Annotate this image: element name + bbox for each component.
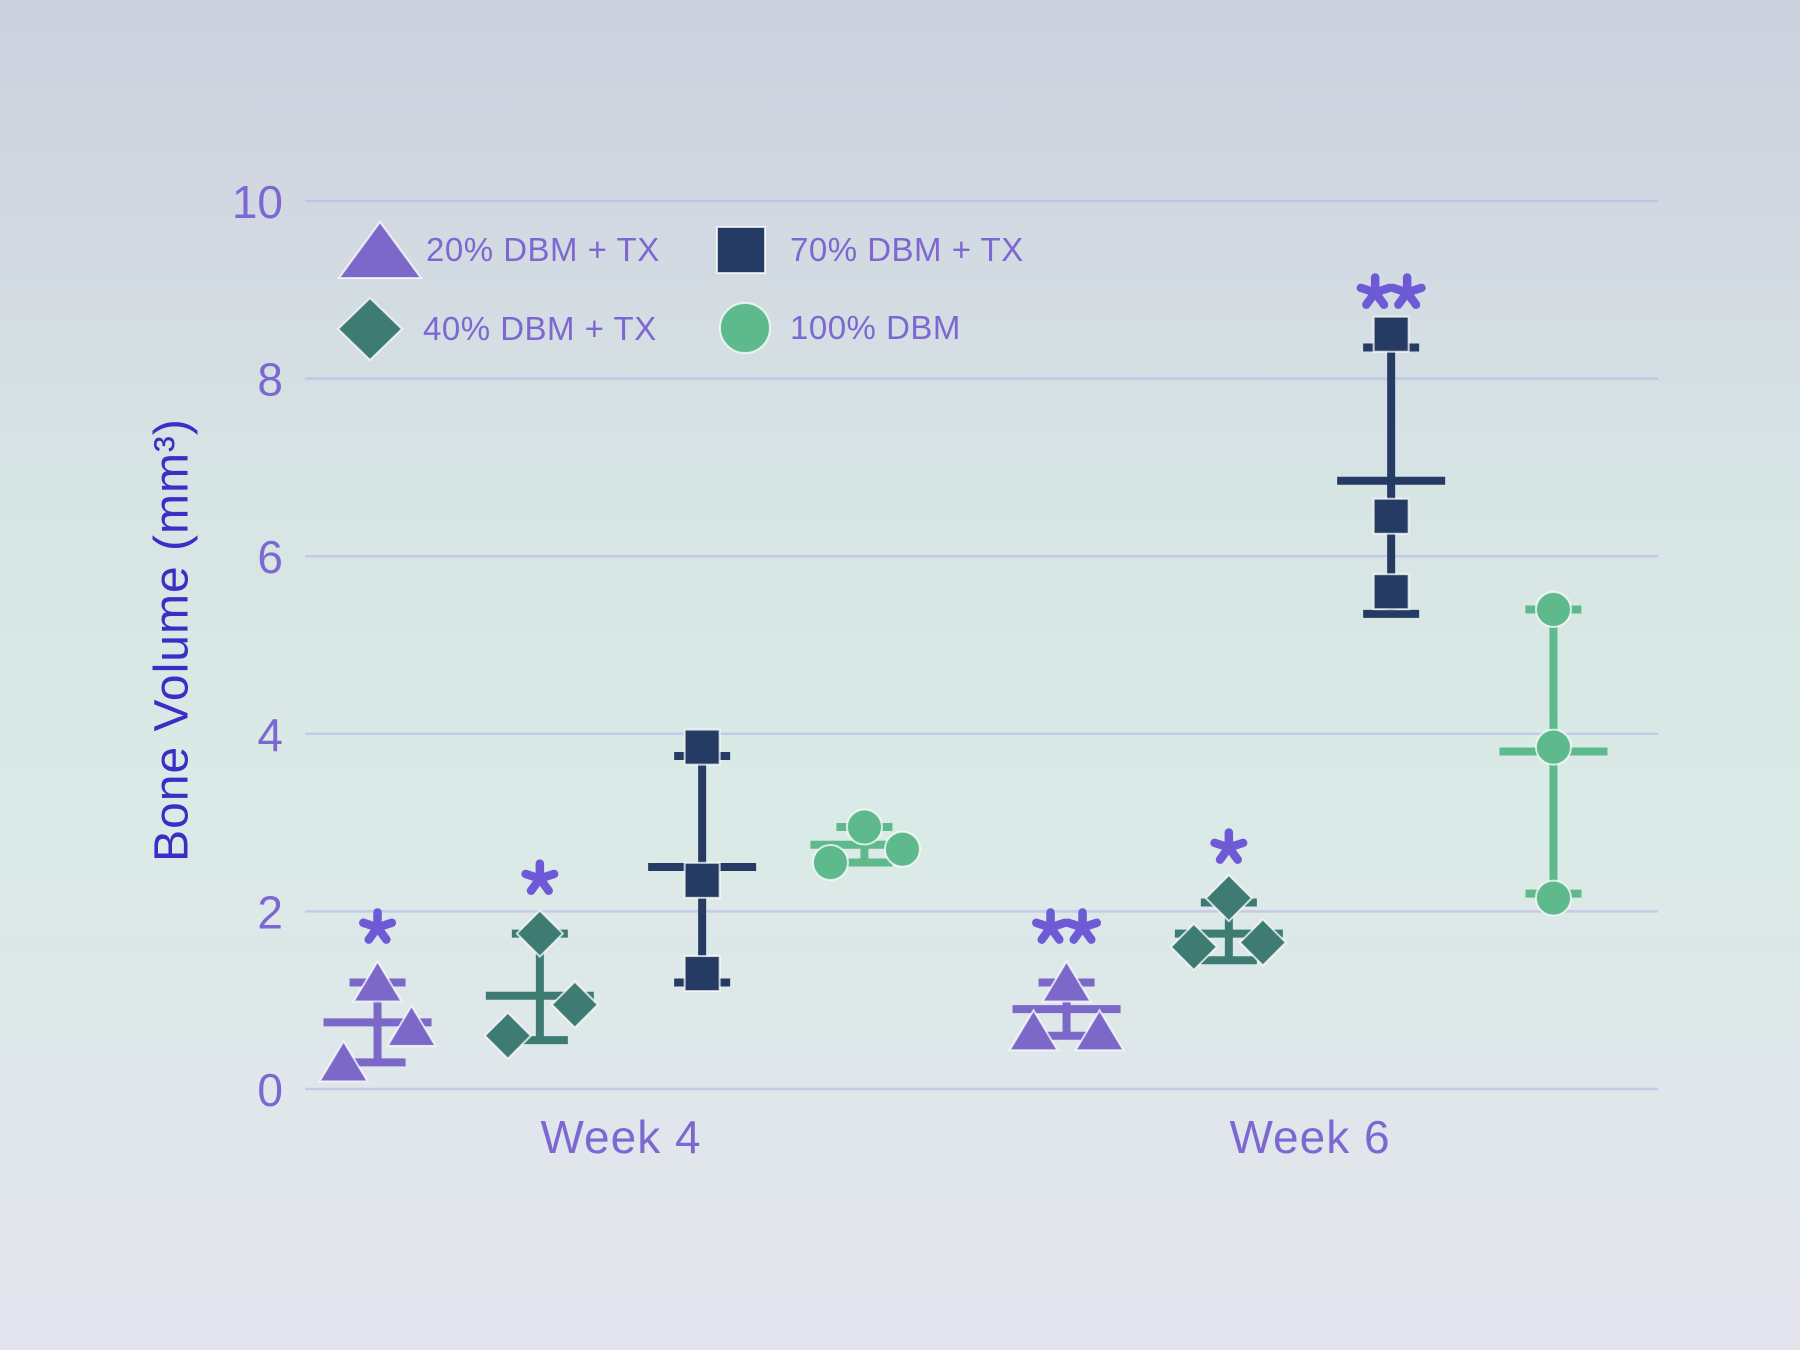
data-point-square <box>1372 315 1410 353</box>
data-point-circle <box>883 830 921 868</box>
data-point-triangle <box>351 959 404 1003</box>
data-point-square <box>1372 573 1410 611</box>
significance-marker <box>359 908 397 944</box>
data-point-triangle <box>385 1003 438 1047</box>
y-tick-label: 6 <box>257 531 283 583</box>
asterisk-glyph <box>1064 908 1102 944</box>
data-point-circle <box>1534 590 1572 628</box>
data-group <box>1337 273 1446 618</box>
asterisk-glyph <box>1210 828 1248 864</box>
significance-marker <box>521 859 559 895</box>
y-tick-label: 4 <box>257 709 283 761</box>
data-point-square <box>683 861 721 899</box>
asterisk-glyph <box>1032 908 1070 944</box>
data-point-circle <box>845 808 883 846</box>
y-tick-label: 0 <box>257 1064 283 1116</box>
data-point-square <box>683 955 721 993</box>
x-category-label: Week 4 <box>540 1111 701 1163</box>
y-tick-label: 10 <box>232 176 283 228</box>
data-point-diamond <box>515 909 565 959</box>
data-group <box>1169 828 1288 972</box>
asterisk-glyph <box>1388 273 1426 309</box>
x-category-label: Week 6 <box>1229 1111 1390 1163</box>
data-point-circle <box>1534 728 1572 766</box>
data-point-diamond <box>1204 873 1254 923</box>
y-tick-label: 8 <box>257 354 283 406</box>
data-group <box>1499 590 1608 917</box>
data-point-diamond <box>550 980 600 1030</box>
significance-marker <box>1210 828 1248 864</box>
data-point-diamond <box>483 1011 533 1061</box>
data-group <box>1007 908 1126 1052</box>
asterisk-glyph <box>521 859 559 895</box>
data-point-triangle <box>317 1039 370 1083</box>
data-group <box>648 728 757 993</box>
asterisk-glyph <box>359 908 397 944</box>
data-group <box>810 808 921 882</box>
data-point-circle <box>1534 879 1572 917</box>
data-point-diamond <box>1238 918 1288 967</box>
significance-marker <box>1356 273 1426 309</box>
significance-marker <box>1032 908 1102 944</box>
data-group <box>483 859 600 1061</box>
data-point-square <box>1372 497 1410 535</box>
data-point-triangle <box>1040 959 1093 1003</box>
y-axis-title: Bone Volume (mm³) <box>145 418 199 862</box>
y-tick-label: 2 <box>257 886 283 938</box>
data-point-triangle <box>1073 1008 1126 1052</box>
asterisk-glyph <box>1356 273 1394 309</box>
data-group <box>317 908 438 1083</box>
data-point-square <box>683 728 721 766</box>
data-point-diamond <box>1169 922 1219 972</box>
data-point-circle <box>811 844 849 882</box>
data-point-triangle <box>1007 1008 1060 1052</box>
